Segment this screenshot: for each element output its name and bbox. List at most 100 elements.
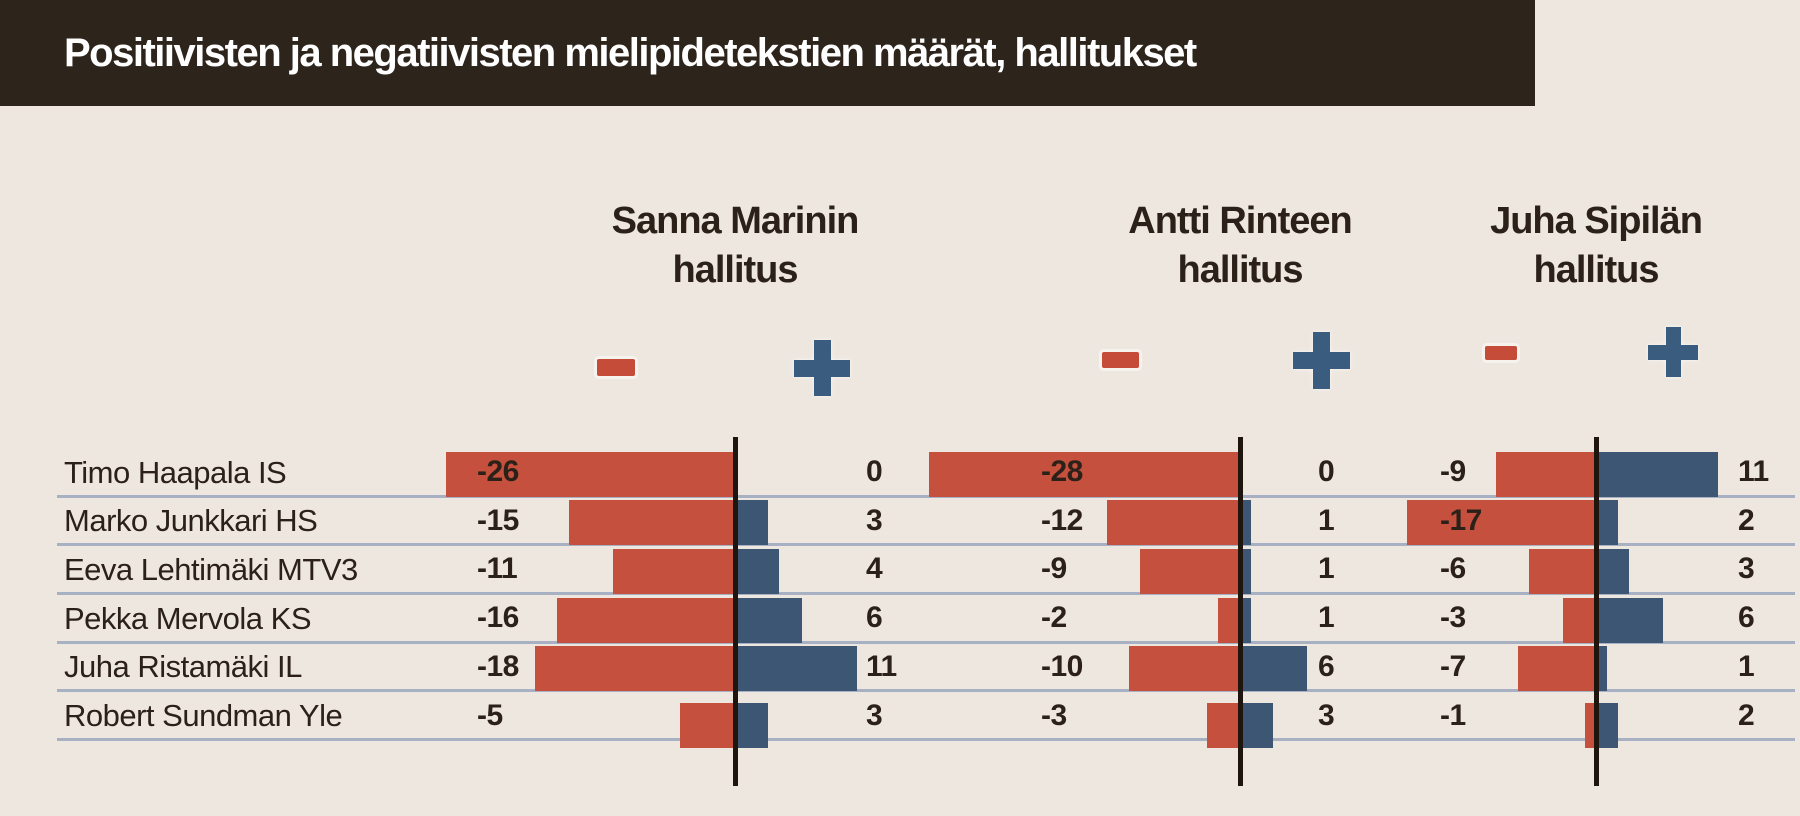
positive-value-label: 4 — [866, 552, 883, 586]
row-separator — [57, 640, 1795, 644]
positive-value-label: 3 — [1738, 552, 1755, 586]
minus-icon — [1485, 346, 1517, 360]
negative-bar — [1106, 500, 1240, 546]
negative-bar — [1496, 451, 1596, 497]
positive-value-label: 2 — [1738, 698, 1755, 732]
negative-bar — [1129, 646, 1240, 692]
negative-bar — [929, 451, 1240, 497]
negative-bar — [612, 548, 735, 594]
negative-bar — [535, 646, 735, 692]
chart-title: Positiivisten ja negatiivisten mielipide… — [64, 30, 1197, 75]
positive-value-label: 0 — [1318, 455, 1335, 488]
negative-value-label: -5 — [477, 698, 503, 732]
negative-value-label: -1 — [1440, 698, 1466, 732]
positive-value-label: 1 — [1738, 649, 1755, 683]
positive-bar — [735, 500, 769, 546]
negative-value-label: -9 — [1440, 455, 1466, 488]
positive-bar — [1596, 703, 1619, 748]
positive-bar — [735, 597, 802, 643]
axis-line — [732, 437, 738, 786]
negative-value-label: -18 — [477, 649, 519, 683]
positive-bar — [1596, 500, 1619, 546]
minus-icon — [1102, 352, 1139, 368]
positive-bar — [1596, 548, 1630, 594]
plus-icon — [1648, 327, 1698, 377]
negative-value-label: -28 — [1041, 455, 1083, 488]
positive-value-label: 3 — [866, 698, 883, 732]
axis-line — [1237, 437, 1243, 786]
positive-value-label: 6 — [1738, 601, 1755, 635]
positive-value-label: 1 — [1318, 601, 1335, 635]
column-header-sipila: Juha Sipilän hallitus — [1396, 197, 1796, 295]
pm-suffix: hallitus — [672, 249, 798, 291]
pm-suffix: hallitus — [1533, 249, 1659, 291]
negative-value-label: -7 — [1440, 649, 1466, 683]
plus-icon — [1293, 332, 1350, 389]
axis-line — [1593, 437, 1599, 786]
positive-value-label: 1 — [1318, 503, 1335, 537]
negative-value-label: -15 — [477, 503, 519, 537]
negative-value-label: -6 — [1440, 552, 1466, 586]
negative-value-label: -2 — [1041, 601, 1067, 635]
pm-name: Sanna Marinin — [611, 200, 860, 242]
positive-bar — [1240, 500, 1252, 546]
plus-icon — [794, 340, 850, 396]
negative-value-label: -3 — [1041, 698, 1067, 732]
negative-value-label: -17 — [1440, 503, 1482, 537]
positive-value-label: 11 — [866, 649, 897, 683]
negative-value-label: -9 — [1041, 552, 1067, 586]
row-label: Marko Junkkari HS — [64, 503, 318, 539]
positive-value-label: 3 — [1318, 698, 1335, 732]
negative-value-label: -11 — [477, 552, 518, 586]
row-separator — [57, 689, 1795, 693]
column-header-marin: Sanna Marinin hallitus — [535, 197, 935, 295]
row-separator — [57, 494, 1795, 498]
minus-icon — [597, 359, 635, 376]
negative-bar — [1217, 597, 1240, 643]
negative-bar — [1140, 548, 1240, 594]
row-label: Eeva Lehtimäki MTV3 — [64, 551, 358, 587]
positive-value-label: 11 — [1738, 455, 1769, 488]
positive-bar — [1240, 597, 1252, 643]
negative-bar — [446, 451, 735, 497]
row-label: Pekka Mervola KS — [64, 600, 312, 636]
row-separator — [57, 738, 1795, 741]
positive-value-label: 1 — [1318, 552, 1335, 586]
positive-value-label: 2 — [1738, 503, 1755, 537]
row-label: Juha Ristamäki IL — [64, 649, 302, 685]
column-header-rinne: Antti Rinteen hallitus — [1040, 197, 1440, 295]
negative-bar — [1518, 646, 1596, 692]
row-separator — [57, 543, 1795, 547]
positive-bar — [1596, 451, 1719, 497]
negative-bar — [1584, 703, 1596, 748]
negative-value-label: -16 — [477, 601, 519, 635]
negative-bar — [557, 597, 735, 643]
negative-bar — [679, 703, 735, 748]
pm-name: Juha Sipilän — [1490, 200, 1703, 242]
positive-bar — [735, 548, 780, 594]
pm-suffix: hallitus — [1177, 249, 1303, 291]
positive-value-label: 6 — [1318, 649, 1335, 683]
positive-bar — [1596, 646, 1608, 692]
negative-value-label: -26 — [477, 455, 519, 488]
positive-bar — [1596, 597, 1663, 643]
row-label: Timo Haapala IS — [64, 454, 287, 490]
positive-bar — [1240, 646, 1307, 692]
positive-bar — [735, 646, 858, 692]
row-label: Robert Sundman Yle — [64, 698, 343, 733]
negative-value-label: -3 — [1440, 601, 1466, 635]
positive-value-label: 0 — [866, 455, 883, 488]
positive-value-label: 3 — [866, 503, 883, 537]
row-separator — [57, 591, 1795, 595]
positive-bar — [1240, 703, 1274, 748]
negative-bar — [568, 500, 735, 546]
negative-value-label: -10 — [1041, 649, 1083, 683]
title-bar: Positiivisten ja negatiivisten mielipide… — [0, 0, 1535, 106]
negative-bar — [1529, 548, 1596, 594]
positive-bar — [1240, 548, 1252, 594]
positive-bar — [735, 703, 769, 748]
negative-value-label: -12 — [1041, 503, 1083, 537]
negative-bar — [1407, 500, 1596, 546]
positive-value-label: 6 — [866, 601, 883, 635]
